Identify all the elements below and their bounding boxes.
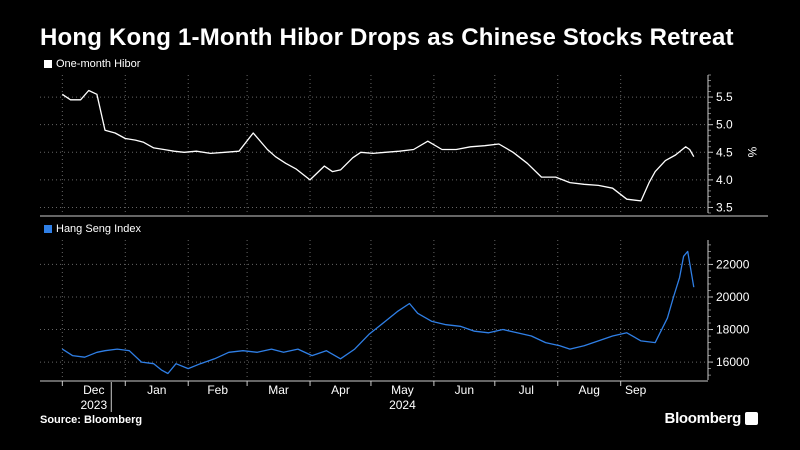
y-tick-label-0-1: 4.0 xyxy=(716,173,733,187)
x-tick-label-jun: Jun xyxy=(455,383,474,397)
y-tick-label-1-2: 20000 xyxy=(716,290,750,304)
legend-hsi: Hang Seng Index xyxy=(44,223,141,235)
y-tick-label-0-4: 5.5 xyxy=(716,90,733,104)
x-tick-label-jan: Jan xyxy=(147,383,166,397)
x-tick-label-sep: Sep xyxy=(625,383,647,397)
y-tick-label-1-0: 16000 xyxy=(716,355,750,369)
source-note: Source: Bloomberg xyxy=(40,414,143,426)
hibor-series-line xyxy=(61,89,695,202)
x-tick-label-mar: Mar xyxy=(268,383,289,397)
y-tick-label-0-0: 3.5 xyxy=(716,200,733,214)
y-unit-label: % xyxy=(745,147,759,158)
y-tick-label-1-3: 22000 xyxy=(716,257,750,271)
y-tick-label-0-3: 5.0 xyxy=(716,118,733,132)
x-tick-label-jul: Jul xyxy=(519,383,534,397)
y-tick-label-0-2: 4.5 xyxy=(716,145,733,159)
bloomberg-logo: Bloomberg xyxy=(665,410,758,427)
hang-seng-series-line xyxy=(61,250,695,375)
legend-label-hsi: Hang Seng Index xyxy=(56,223,142,235)
legend-hibor: One-month Hibor xyxy=(44,58,140,70)
bloomberg-wordmark: Bloomberg xyxy=(664,410,742,427)
x-tick-label-feb: Feb xyxy=(207,383,228,397)
x-year-label-2023: 2023 xyxy=(80,398,107,412)
x-tick-label-may: May xyxy=(391,383,414,397)
x-tick-label-aug: Aug xyxy=(579,383,600,397)
x-tick-label-apr: Apr xyxy=(331,383,350,397)
legend-label-hibor: One-month Hibor xyxy=(56,58,141,70)
chart-title: Hong Kong 1-Month Hibor Drops as Chinese… xyxy=(40,24,734,51)
x-tick-label-dec: Dec xyxy=(83,383,104,397)
y-tick-label-1-1: 18000 xyxy=(716,323,750,337)
x-year-label-2024: 2024 xyxy=(389,398,416,412)
legend-swatch-hibor xyxy=(44,60,52,68)
legend-swatch-hsi xyxy=(44,225,52,233)
bloomberg-mark-icon xyxy=(745,412,758,425)
